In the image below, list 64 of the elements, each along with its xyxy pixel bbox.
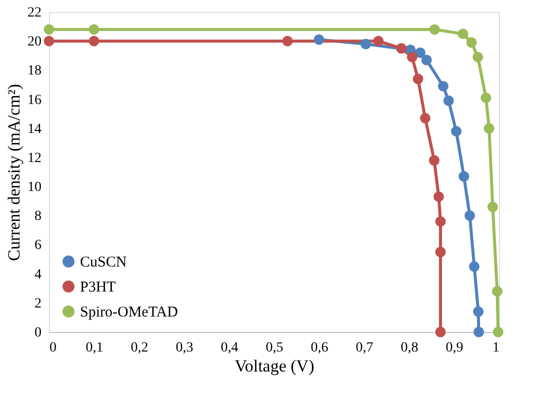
point	[373, 36, 384, 46]
y-tick-label: 0	[34, 326, 42, 340]
point	[484, 123, 494, 134]
x-tick-label: 0,7	[356, 340, 374, 356]
x-tick-label: 0,9	[446, 340, 464, 356]
point	[433, 191, 444, 202]
point	[487, 202, 498, 212]
y-axis-title: Current density (mA/cm²)	[4, 84, 24, 261]
point	[435, 326, 446, 338]
point	[421, 54, 432, 66]
y-tick-label: 6	[34, 238, 42, 254]
y-tick-label: 8	[34, 209, 42, 224]
point	[474, 326, 484, 338]
point	[412, 74, 424, 84]
point	[443, 95, 454, 106]
point	[415, 47, 426, 58]
x-tick-label: 0,8	[400, 340, 418, 356]
y-tick-label: 4	[34, 267, 42, 282]
point	[480, 92, 492, 104]
y-tick-label: 20	[28, 34, 42, 50]
point	[88, 36, 100, 46]
point	[396, 43, 407, 54]
point	[458, 171, 470, 182]
x-tick-label: 0	[50, 340, 56, 356]
point	[435, 246, 446, 258]
point	[428, 155, 440, 166]
point	[492, 326, 504, 338]
point	[458, 28, 468, 40]
legend-label: CuSCN	[80, 254, 127, 270]
x-axis-title: Voltage (V)	[234, 356, 314, 376]
x-tick-label: 0,6	[310, 340, 328, 356]
y-tick-label: 12	[28, 150, 42, 166]
point	[44, 24, 54, 35]
point	[438, 80, 448, 92]
y-tick-label: 16	[28, 92, 42, 108]
x-tick-label: 0,1	[86, 340, 104, 356]
point	[469, 261, 480, 272]
point	[360, 38, 372, 50]
y-tick-label: 18	[28, 64, 42, 79]
x-tick-label: 1	[492, 340, 500, 356]
y-tick-label: 2	[34, 296, 42, 312]
y-tick-label: 10	[28, 180, 42, 196]
y-tick-label: 22	[28, 6, 42, 20]
point	[473, 306, 484, 317]
legend-label: Spiro-OMeTAD	[80, 304, 178, 320]
point	[420, 112, 430, 124]
point	[466, 37, 477, 48]
x-tick-label: 0,3	[176, 340, 194, 356]
legend-label: P3HT	[80, 280, 116, 296]
x-tick-label: 0,5	[266, 340, 284, 356]
point	[451, 126, 462, 137]
x-tick-label: 0,2	[130, 340, 148, 356]
point	[435, 216, 446, 227]
x-tick-label: 0,4	[220, 340, 238, 356]
point	[492, 286, 502, 297]
point	[282, 36, 293, 46]
point	[429, 24, 440, 35]
point	[406, 52, 418, 62]
point	[472, 52, 484, 62]
point	[464, 210, 475, 221]
point	[88, 24, 100, 35]
point	[314, 34, 324, 45]
y-tick-label: 14	[28, 122, 42, 137]
point	[44, 36, 54, 46]
